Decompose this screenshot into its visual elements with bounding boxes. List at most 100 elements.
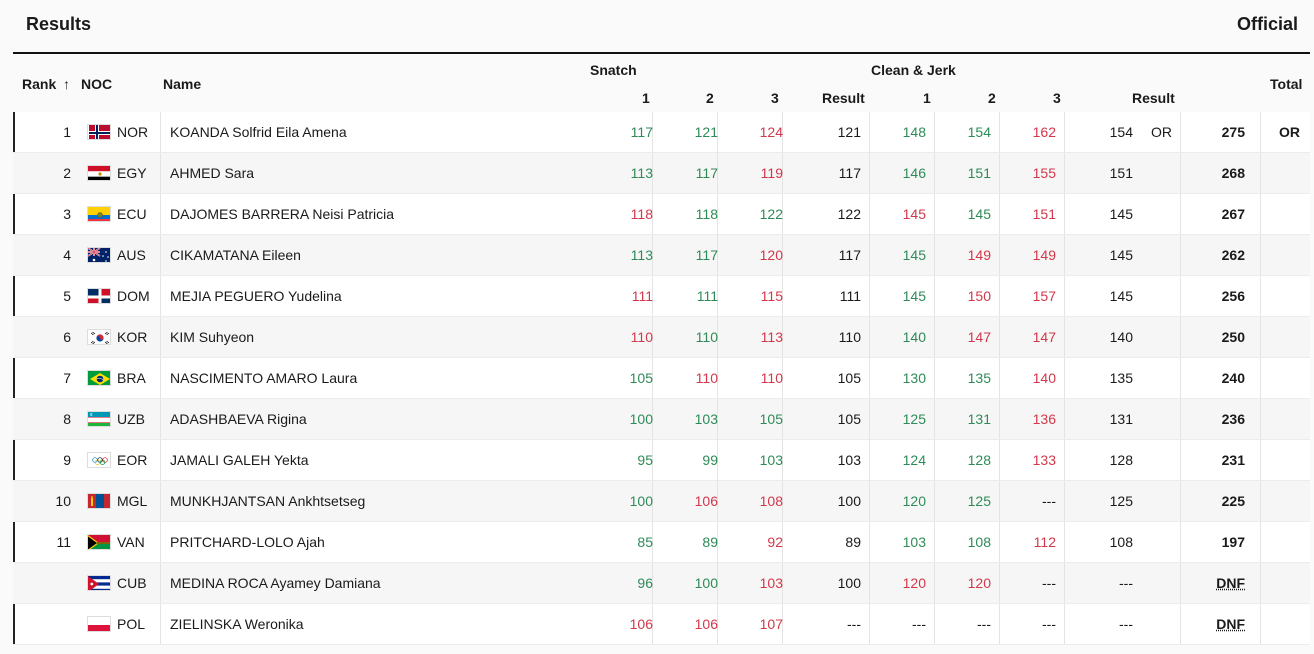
column-separator: [934, 481, 935, 521]
column-separator: [717, 153, 718, 193]
cj-result: 135: [1109, 370, 1133, 386]
cj-attempt-3: 151: [1032, 206, 1056, 222]
column-separator: [782, 481, 783, 521]
column-separator: [782, 563, 783, 603]
column-header-cj-result: Result: [1132, 90, 1175, 106]
column-separator: [652, 112, 653, 152]
column-header-name[interactable]: Name: [163, 76, 202, 92]
column-separator: [1260, 112, 1261, 152]
column-separator: [1064, 522, 1065, 562]
cj-attempt-1: 103: [902, 534, 926, 550]
cj-attempt-1: 146: [902, 165, 926, 181]
total-cell: 236: [1221, 411, 1245, 427]
table-row: 7 BRA NASCIMENTO AMARO Laura 105 110 110 105 13…: [13, 358, 1310, 399]
cj-attempt-2: 150: [967, 288, 991, 304]
rank-cell: 8: [63, 411, 71, 427]
table-row: 3 ECU DAJOMES BARRERA Neisi Patricia 118 118…: [13, 194, 1310, 235]
noc-code: EOR: [117, 452, 148, 468]
athlete-name[interactable]: KOANDA Solfrid Eila Amena: [170, 124, 347, 140]
sort-arrow-icon[interactable]: ↑: [63, 76, 70, 92]
snatch-attempt-3: 107: [759, 616, 783, 632]
cj-attempt-3: 157: [1032, 288, 1056, 304]
column-separator: [1260, 481, 1261, 521]
flag-pol-icon: [87, 616, 111, 632]
column-separator: [869, 194, 870, 234]
athlete-name[interactable]: JAMALI GALEH Yekta: [170, 452, 309, 468]
snatch-result: 117: [838, 165, 861, 181]
snatch-attempt-3: 119: [760, 165, 783, 181]
athlete-name[interactable]: MEDINA ROCA Ayamey Damiana: [170, 575, 381, 591]
cj-attempt-2: ---: [977, 616, 991, 632]
column-separator: [999, 235, 1000, 275]
cj-result: 145: [1109, 247, 1133, 263]
snatch-attempt-1: 113: [630, 165, 653, 181]
column-separator: [999, 317, 1000, 357]
athlete-name[interactable]: CIKAMATANA Eileen: [170, 247, 301, 263]
athlete-name[interactable]: DAJOMES BARRERA Neisi Patricia: [170, 206, 395, 222]
column-header-noc[interactable]: NOC: [81, 76, 113, 92]
column-separator: [1180, 194, 1181, 234]
snatch-attempt-1: 117: [630, 124, 653, 140]
athlete-name[interactable]: KIM Suhyeon: [170, 329, 255, 345]
cj-result: 145: [1109, 206, 1133, 222]
snatch-attempt-1: 95: [637, 452, 653, 468]
athlete-name[interactable]: NASCIMENTO AMARO Laura: [170, 370, 358, 386]
total-cell: 197: [1221, 534, 1245, 550]
column-separator: [869, 235, 870, 275]
table-row: 2 EGY AHMED Sara 113 117 119 117 146 151 155 151 26…: [13, 153, 1310, 194]
column-separator: [782, 153, 783, 193]
cj-attempt-3: ---: [1042, 575, 1056, 591]
total-cell[interactable]: DNF: [1216, 616, 1245, 632]
noc-code: MGL: [117, 493, 148, 509]
athlete-name[interactable]: ADASHBAEVA Rigina: [170, 411, 307, 427]
athlete-name[interactable]: ZIELINSKA Weronika: [170, 616, 304, 632]
snatch-attempt-2: 117: [695, 165, 718, 181]
cj-attempt-3: 112: [1033, 534, 1056, 550]
column-separator: [782, 358, 783, 398]
snatch-attempt-3: 124: [759, 124, 783, 140]
snatch-attempt-3: 105: [759, 411, 783, 427]
status-label: Official: [1236, 14, 1298, 34]
column-separator: [934, 604, 935, 644]
column-separator: [999, 112, 1000, 152]
cj-attempt-2: 145: [967, 206, 991, 222]
column-separator: [160, 522, 161, 562]
column-separator: [869, 481, 870, 521]
cj-result: 131: [1109, 411, 1133, 427]
athlete-name[interactable]: AHMED Sara: [170, 165, 255, 181]
column-separator: [1064, 317, 1065, 357]
table-row: POL ZIELINSKA Weronika 106 106 107 --- --- --- -…: [13, 604, 1310, 645]
athlete-name[interactable]: PRITCHARD-LOLO Ajah: [170, 534, 325, 550]
column-separator: [1180, 112, 1181, 152]
total-cell[interactable]: DNF: [1216, 575, 1245, 591]
noc-code: POL: [117, 616, 146, 632]
snatch-attempt-1: 85: [637, 534, 653, 550]
snatch-result: 110: [838, 329, 861, 345]
column-separator: [1180, 276, 1181, 316]
cj-attempt-3: ---: [1042, 493, 1056, 509]
column-separator: [782, 276, 783, 316]
column-header-total: Total: [1270, 76, 1303, 92]
column-separator: [1260, 522, 1261, 562]
column-separator: [160, 235, 161, 275]
athlete-name[interactable]: MEJIA PEGUERO Yudelina: [170, 288, 342, 304]
column-separator: [934, 235, 935, 275]
column-separator: [782, 235, 783, 275]
snatch-attempt-3: 103: [759, 452, 783, 468]
total-cell: 262: [1221, 247, 1245, 263]
snatch-attempt-3: 122: [759, 206, 783, 222]
column-separator: [999, 522, 1000, 562]
results-header: Results Official: [0, 0, 1314, 54]
column-separator: [717, 604, 718, 644]
column-separator: [160, 112, 161, 152]
athlete-name[interactable]: MUNKHJANTSAN Ankhtsetseg: [170, 493, 366, 509]
snatch-result: 117: [838, 247, 861, 263]
flag-uzb-icon: [87, 411, 111, 427]
column-header-rank[interactable]: Rank: [22, 76, 57, 92]
column-separator: [1260, 235, 1261, 275]
column-separator: [1064, 358, 1065, 398]
column-separator: [1064, 153, 1065, 193]
flag-bra-icon: [87, 370, 111, 386]
flag-nor-icon: [87, 124, 111, 140]
snatch-attempt-3: 120: [759, 247, 783, 263]
